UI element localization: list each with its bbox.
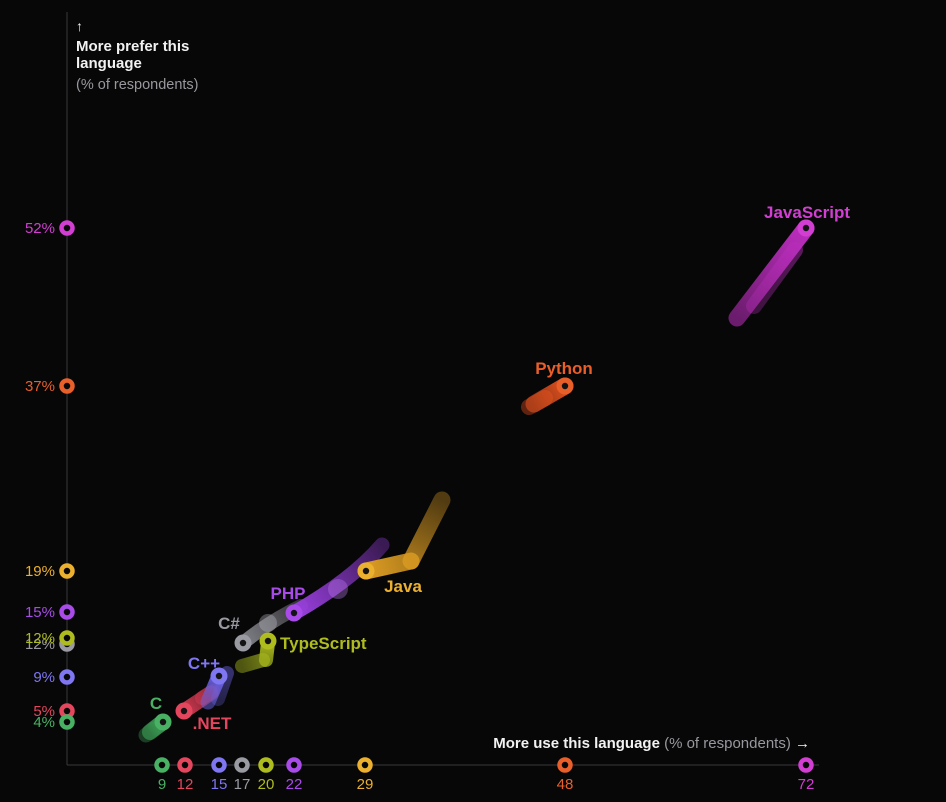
comet-head-hole [561, 382, 569, 390]
x-tick-label: 12 [177, 776, 194, 793]
x-tick-ring [258, 757, 274, 773]
x-tick-ring [177, 757, 193, 773]
y-tick-ring [59, 563, 75, 579]
comet-trail [728, 219, 815, 327]
y-tick-9: 9% [33, 669, 75, 686]
y-tick-label: 52% [25, 220, 55, 237]
y-tick-12: 12% [25, 630, 75, 647]
language-label-php[interactable]: PHP [271, 584, 306, 603]
y-tick-label: 9% [33, 669, 55, 686]
y-tick-15: 15% [25, 604, 75, 621]
y-tick-ring [59, 630, 75, 646]
y-tick-label: 4% [33, 714, 55, 731]
x-tick-72: 72 [798, 757, 815, 793]
comet-head-hole [159, 718, 167, 726]
language-label-python[interactable]: Python [535, 359, 593, 378]
comet-head-hole [264, 637, 272, 645]
y-tick-ring [59, 714, 75, 730]
comet-typescript[interactable]: TypeScript [235, 632, 367, 673]
x-tick-label: 20 [258, 776, 275, 793]
y-tick-label: 5% [33, 703, 55, 720]
y-tick-label: 12% [25, 630, 55, 647]
y-tick-19: 19% [25, 563, 75, 580]
y-tick-4: 4% [33, 714, 75, 731]
x-tick-9: 9 [154, 757, 170, 793]
comet-head-hole [239, 639, 247, 647]
comet-trail [402, 491, 451, 570]
y-tick-ring [59, 669, 75, 685]
y-tick-37: 37% [25, 378, 75, 395]
x-tick-17: 17 [234, 757, 251, 793]
comet-c[interactable]: C++ [188, 654, 234, 710]
x-tick-label: 48 [557, 776, 574, 793]
x-tick-ring [286, 757, 302, 773]
language-label-javascript[interactable]: JavaScript [764, 203, 850, 222]
comet-c[interactable]: C [138, 694, 172, 743]
y-tick-52: 52% [25, 220, 75, 237]
x-tick-label: 9 [158, 776, 166, 793]
x-tick-ring [357, 757, 373, 773]
language-label-net[interactable]: .NET [193, 714, 232, 733]
comet-trail-blob [328, 579, 348, 599]
x-tick-12: 12 [177, 757, 194, 793]
y-tick-label: 37% [25, 378, 55, 395]
comet-head-hole [180, 707, 188, 715]
language-label-c[interactable]: C [150, 694, 162, 713]
comet-php[interactable]: PHP [271, 537, 390, 622]
y-tick-label: 15% [25, 604, 55, 621]
x-tick-ring [557, 757, 573, 773]
x-tick-48: 48 [557, 757, 574, 793]
y-tick-label: 12% [25, 636, 55, 653]
x-tick-22: 22 [286, 757, 303, 793]
language-label-c[interactable]: C# [218, 614, 240, 633]
x-tick-label: 22 [286, 776, 303, 793]
x-tick-ring [798, 757, 814, 773]
comet-javascript[interactable]: JavaScript [728, 203, 850, 327]
x-tick-20: 20 [258, 757, 275, 793]
comet-head-hole [215, 672, 223, 680]
comet-head-hole [362, 567, 370, 575]
language-label-java[interactable]: Java [384, 577, 422, 596]
x-tick-ring [211, 757, 227, 773]
x-tick-label: 17 [234, 776, 251, 793]
y-tick-ring [59, 378, 75, 394]
comet-python[interactable]: Python [521, 359, 593, 415]
x-tick-label: 29 [357, 776, 374, 793]
x-tick-label: 72 [798, 776, 815, 793]
x-tick-ring [234, 757, 250, 773]
comet-head-hole [802, 224, 810, 232]
x-tick-15: 15 [211, 757, 228, 793]
comet-trail-blob [259, 614, 277, 632]
x-tick-ring [154, 757, 170, 773]
comet-head-hole [290, 609, 298, 617]
comet-java[interactable]: Java [357, 491, 451, 596]
y-tick-label: 19% [25, 563, 55, 580]
y-tick-ring [59, 220, 75, 236]
comet-trail [286, 537, 390, 621]
x-tick-label: 15 [211, 776, 228, 793]
y-tick-ring [59, 604, 75, 620]
x-tick-29: 29 [357, 757, 374, 793]
language-label-c[interactable]: C++ [188, 654, 220, 673]
language-label-typescript[interactable]: TypeScript [280, 634, 367, 653]
